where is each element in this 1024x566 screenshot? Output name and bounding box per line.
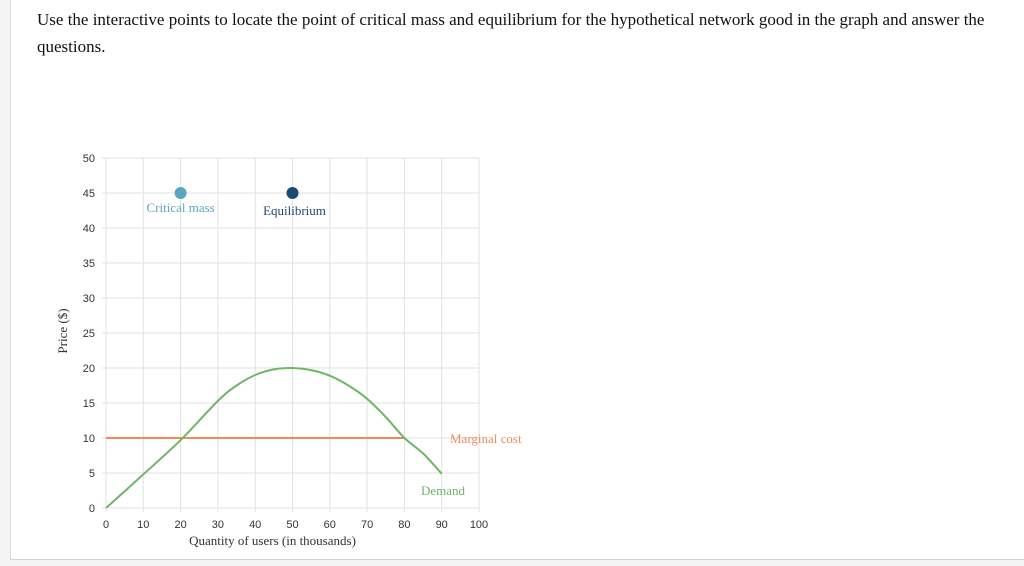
x-tick-label: 30 xyxy=(212,519,224,531)
grid xyxy=(102,157,480,512)
y-tick-label: 50 xyxy=(83,153,95,165)
y-axis-title: Price ($) xyxy=(55,308,70,353)
y-tick-label: 35 xyxy=(83,258,95,270)
y-tick-label: 10 xyxy=(83,433,95,445)
y-tick-label: 5 xyxy=(89,468,95,480)
question-text: Use the interactive points to locate the… xyxy=(37,10,985,56)
y-tick-label: 15 xyxy=(83,398,95,410)
y-tick-label: 30 xyxy=(83,293,95,305)
y-tick-label: 25 xyxy=(83,328,95,340)
x-tick-label: 80 xyxy=(398,519,410,531)
x-tick-label: 50 xyxy=(286,519,298,531)
x-tick-label: 70 xyxy=(361,519,373,531)
y-tick-label: 0 xyxy=(89,503,95,515)
x-tick-label: 100 xyxy=(470,519,488,531)
equilibrium-label: Equilibrium xyxy=(263,203,326,218)
x-tick-label: 60 xyxy=(324,519,336,531)
critical-mass-point[interactable] xyxy=(174,187,187,199)
x-tick-label: 0 xyxy=(103,519,109,531)
x-axis-title: Quantity of users (in thousands) xyxy=(189,533,356,548)
demand-label: Demand xyxy=(421,483,466,498)
curve-labels: Marginal cost Demand xyxy=(421,431,522,498)
x-tick-label: 40 xyxy=(249,519,261,531)
y-tick-label: 40 xyxy=(83,223,95,235)
demand-curve xyxy=(105,366,443,509)
x-tick-label: 90 xyxy=(436,519,448,531)
y-tick-label: 45 xyxy=(83,188,95,200)
x-tick-label: 10 xyxy=(137,519,149,531)
interactive-points[interactable]: Critical mass Equilibrium xyxy=(146,187,326,218)
x-tick-label: 20 xyxy=(174,519,186,531)
tick-labels: 0 10 20 30 40 50 60 70 80 90 100 0 5 10 15 20 25 30 35 40 45… xyxy=(83,153,488,531)
series xyxy=(105,366,443,509)
question-panel: Use the interactive points to locate the… xyxy=(10,0,1024,560)
y-tick-label: 20 xyxy=(83,363,95,375)
marginal-cost-label: Marginal cost xyxy=(450,431,522,446)
critical-mass-label: Critical mass xyxy=(146,200,214,215)
equilibrium-point[interactable] xyxy=(286,187,299,199)
